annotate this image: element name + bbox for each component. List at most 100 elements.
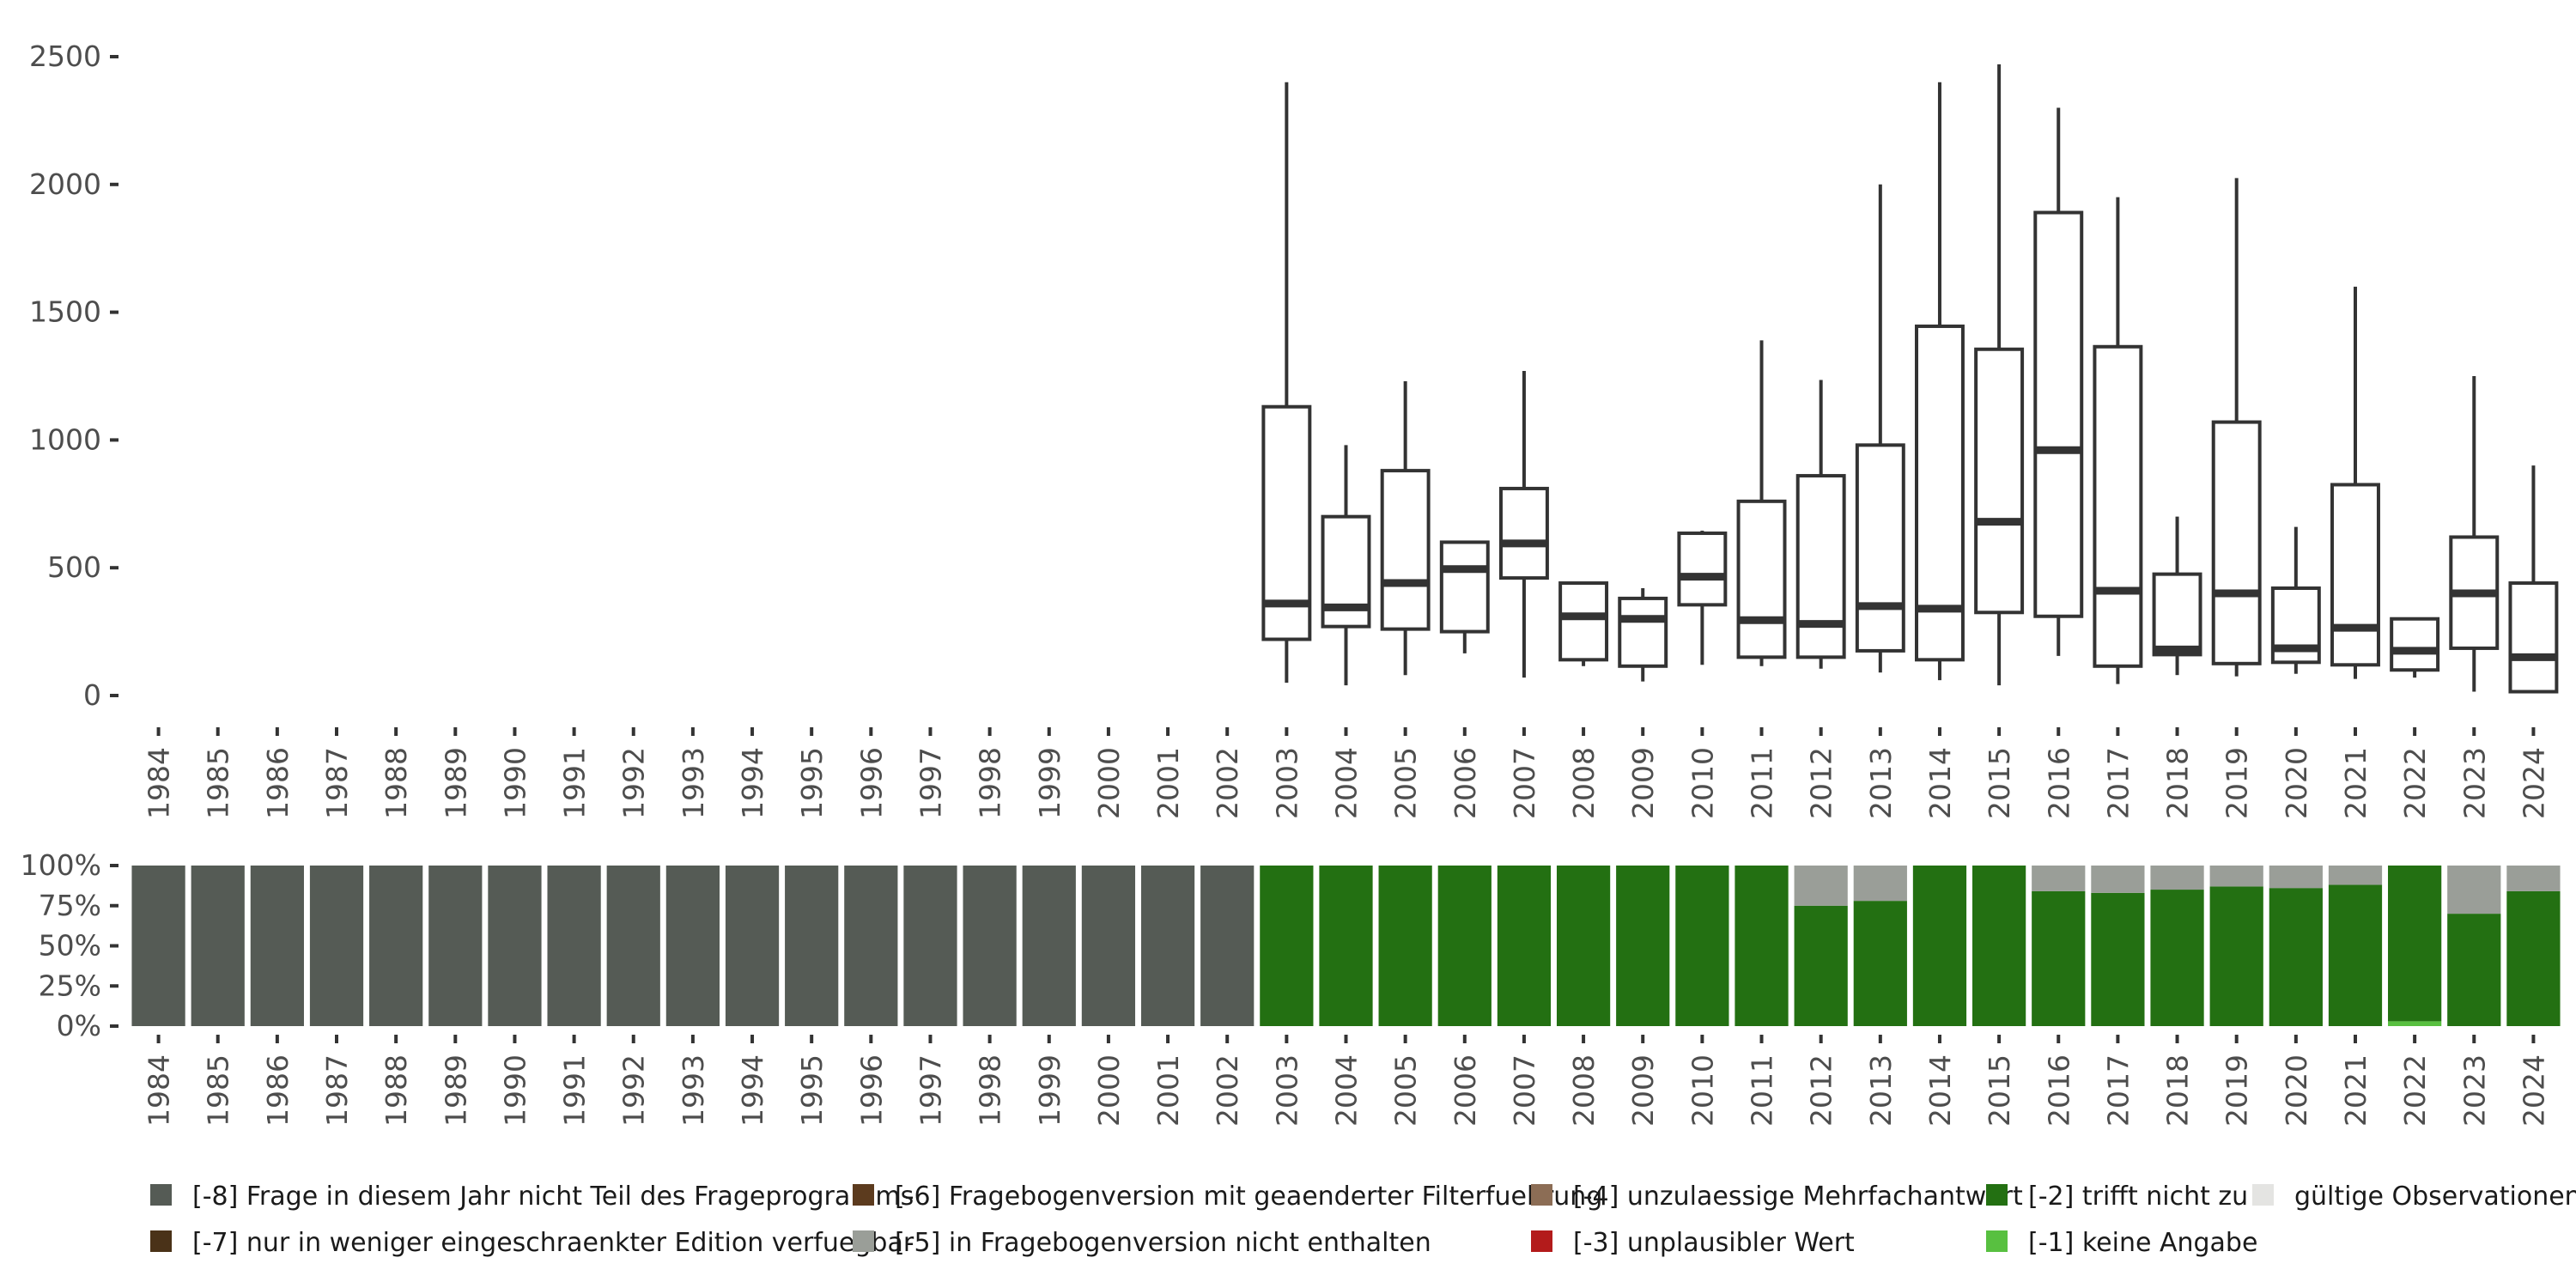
x-tick-label: 2024: [2517, 747, 2550, 819]
bar-segment-1989--8: [428, 866, 483, 1026]
legend-key--4: [1531, 1184, 1552, 1206]
bar-segment-2019--2: [2209, 886, 2263, 1026]
bar-segment-2017--5: [2091, 866, 2145, 893]
box-2019: [2211, 420, 2262, 665]
bar-segment-2024--5: [2506, 866, 2561, 891]
x-tick-label: 2013: [1864, 1054, 1898, 1127]
x-tick-label: 1992: [617, 747, 651, 819]
x-tick-label: 2024: [2517, 1054, 2550, 1127]
x-tick-label: 1995: [795, 1054, 829, 1127]
x-tick-label: 1994: [736, 747, 769, 819]
legend-label: [-5] in Fragebogenversion nicht enthalte…: [895, 1228, 1431, 1258]
x-tick-label: 1992: [617, 1054, 651, 1127]
x-tick-label: 2007: [1508, 1054, 1541, 1127]
bar-segment-2018--2: [2150, 890, 2204, 1026]
legend-key--7: [150, 1230, 172, 1252]
x-tick-label: 2021: [2339, 747, 2372, 819]
legend-label: [-7] nur in weniger eingeschraenkter Edi…: [192, 1228, 914, 1258]
bar-segment-2001--8: [1140, 866, 1195, 1026]
x-tick-label: 2019: [2221, 747, 2254, 819]
x-tick-label: 2000: [1092, 1054, 1126, 1127]
box-2016: [2033, 210, 2084, 618]
x-tick-label: 1990: [498, 747, 532, 819]
y-tick-label: 0: [83, 678, 101, 712]
x-tick-label: 2010: [1686, 747, 1719, 819]
x-tick-label: 2003: [1270, 747, 1303, 819]
x-tick-label: 1993: [677, 747, 710, 819]
x-tick-label: 2015: [1983, 1054, 2016, 1127]
y-tick-label: 100%: [21, 848, 101, 882]
bar-segment-2014--2: [1912, 866, 1967, 1026]
bar-segment-2009--2: [1616, 866, 1670, 1026]
bar-segment-2020--2: [2269, 888, 2323, 1026]
legend-key--5: [853, 1230, 874, 1252]
bar-segment-1985--8: [191, 866, 245, 1026]
box-2006: [1439, 540, 1490, 634]
box-2018: [2152, 572, 2202, 657]
x-tick-label: 2011: [1746, 1054, 1779, 1127]
bar-segment-2021--5: [2328, 866, 2383, 885]
x-tick-label: 2014: [1923, 1054, 1957, 1127]
bar-segment-1998--8: [963, 866, 1017, 1026]
x-tick-label: 2015: [1983, 747, 2016, 819]
x-tick-label: 1999: [1033, 747, 1066, 819]
x-tick-label: 2023: [2458, 1054, 2491, 1127]
bar-segment-1987--8: [309, 866, 364, 1026]
y-tick-label: 75%: [39, 889, 101, 922]
legend-label: [-6] Fragebogenversion mit geaenderter F…: [895, 1182, 1602, 1212]
box-2021: [2330, 483, 2380, 667]
x-tick-label: 2012: [1805, 1054, 1838, 1127]
x-tick-label: 2021: [2339, 1054, 2372, 1127]
x-tick-label: 2016: [2042, 747, 2075, 819]
bar-segment-1984--8: [131, 866, 185, 1026]
bar-segment-2016--2: [2032, 890, 2086, 1026]
bar-segment-1999--8: [1022, 866, 1076, 1026]
x-tick-label: 2010: [1686, 1054, 1719, 1127]
box-2010: [1677, 532, 1728, 607]
x-tick-label: 2000: [1092, 747, 1126, 819]
bar-segment-2022--1: [2388, 1021, 2442, 1026]
x-tick-label: 2017: [2101, 1054, 2135, 1127]
x-tick-label: 1984: [143, 1054, 176, 1127]
bar-segment-2005--2: [1378, 866, 1432, 1026]
box-2011: [1736, 499, 1787, 659]
legend-key--8: [150, 1184, 172, 1206]
bar-segment-1995--8: [785, 866, 839, 1026]
x-tick-label: 2008: [1567, 747, 1601, 819]
bar-segment-2019--5: [2209, 866, 2263, 887]
bar-segment-2003--2: [1260, 866, 1314, 1026]
bar-segment-2000--8: [1081, 866, 1136, 1026]
x-tick-label: 2011: [1746, 747, 1779, 819]
y-tick-label: 500: [47, 550, 101, 584]
x-tick-label: 1987: [320, 747, 354, 819]
legend-key--3: [1531, 1230, 1552, 1252]
x-tick-label: 1988: [380, 747, 413, 819]
x-tick-label: 2008: [1567, 1054, 1601, 1127]
y-tick-label: 2500: [29, 39, 101, 73]
y-tick-label: 1500: [29, 295, 101, 329]
bar-segment-2021--2: [2328, 884, 2383, 1026]
legend: [-8] Frage in diesem Jahr nicht Teil des…: [150, 1182, 2576, 1258]
x-tick-label: 2009: [1626, 1054, 1660, 1127]
x-tick-label: 1998: [974, 1054, 1007, 1127]
x-tick-label: 2018: [2161, 1054, 2195, 1127]
legend-key--1: [1986, 1230, 2008, 1252]
box-2012: [1795, 474, 1846, 659]
box-2017: [2093, 344, 2143, 668]
x-tick-label: 2022: [2398, 747, 2432, 819]
bar-segment-2008--2: [1556, 866, 1611, 1026]
x-tick-label: 2005: [1389, 1054, 1423, 1127]
legend-label: [-2] trifft nicht zu: [2028, 1182, 2248, 1212]
box-2009: [1618, 596, 1668, 668]
x-tick-label: 2002: [1211, 747, 1244, 819]
x-tick-label: 1986: [261, 747, 295, 819]
x-tick-label: 1996: [854, 747, 888, 819]
x-tick-label: 2017: [2101, 747, 2135, 819]
bar-segment-2007--2: [1497, 866, 1552, 1026]
x-tick-label: 2006: [1449, 1054, 1482, 1127]
x-tick-label: 2022: [2398, 1054, 2432, 1127]
bar-segment-2010--2: [1675, 866, 1729, 1026]
bar-segment-2024--2: [2506, 890, 2561, 1026]
y-tick-label: 0%: [57, 1009, 101, 1042]
x-tick-label: 2003: [1270, 1054, 1303, 1127]
